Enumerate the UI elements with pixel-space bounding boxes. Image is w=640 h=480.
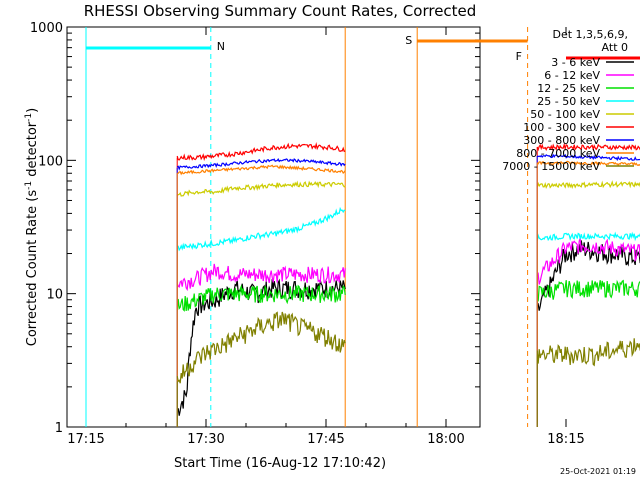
y-axis-label-sup1: -1 (24, 181, 34, 190)
series-3-segment-2 (536, 231, 640, 242)
y-axis-label-mid: detector (25, 121, 40, 181)
chart-title: RHESSI Observing Summary Count Rates, Co… (84, 2, 477, 20)
legend-label: 25 - 50 keV (537, 95, 600, 108)
series-2-segment-1 (176, 284, 346, 312)
y-axis-label-main: Corrected Count Rate (s (25, 190, 40, 347)
y-tick-label: 10 (46, 288, 63, 303)
legend-label: 300 - 800 keV (523, 134, 600, 147)
series-8-segment-1 (176, 311, 346, 384)
x-tick-label: 17:15 (67, 432, 104, 447)
x-tick-label: 18:00 (427, 432, 464, 447)
legend-label: 800 - 7000 keV (516, 147, 600, 160)
series-7-segment-1 (177, 164, 346, 176)
series-2-segment-2 (536, 279, 640, 303)
series-1-segment-1 (176, 263, 346, 292)
legend-label: 12 - 25 keV (537, 82, 600, 95)
y-tick-label: 1000 (30, 21, 63, 36)
series-5-segment-1 (176, 142, 346, 162)
series-6-segment-1 (176, 158, 346, 171)
series-5-segment-2 (536, 142, 640, 152)
flag-bars (86, 39, 640, 60)
flag-label: N (217, 40, 225, 53)
series-4-segment-2 (536, 180, 640, 189)
flag-labels: N S F (217, 34, 522, 63)
x-tick-label: 17:30 (187, 432, 224, 447)
series-7-segment-2 (536, 160, 640, 167)
series-1-segment-2 (536, 237, 640, 285)
y-axis-label: Corrected Count Rate (s-1 detector-1) (24, 108, 40, 346)
y-tick-label: 1 (55, 421, 63, 436)
series-0-segment-2 (536, 240, 640, 311)
y-axis-label-sup2: -1 (24, 113, 34, 122)
series-4-segment-1 (176, 180, 346, 197)
legend-label: 100 - 300 keV (523, 121, 600, 134)
x-tick-label: 18:15 (547, 432, 584, 447)
series-3-segment-1 (177, 206, 346, 252)
series-8-segment-2 (536, 338, 640, 367)
flag-label: F (516, 50, 522, 63)
plot-frame (66, 26, 481, 428)
legend-label: 7000 - 15000 keV (502, 160, 600, 173)
legend-label: 50 - 100 keV (530, 108, 600, 121)
y-tick-label: 100 (38, 154, 63, 169)
series-layer (176, 142, 640, 427)
flag-label: S (405, 34, 412, 47)
x-axis-label: Start Time (16-Aug-12 17:10:42) (174, 456, 386, 471)
legend-header-1: Det 1,3,5,6,9, (552, 28, 628, 41)
legend-header-2: Att 0 (602, 41, 628, 54)
y-axis-label-end: ) (25, 108, 40, 113)
timestamp: 25-Oct-2021 01:19 (560, 467, 636, 476)
legend-label: 3 - 6 keV (551, 56, 600, 69)
x-tick-label: 17:45 (307, 432, 344, 447)
series-0-segment-1 (176, 278, 346, 416)
axis-ticks: 17:1517:3017:4518:0018:1518:3018:4511010… (30, 21, 585, 447)
time-markers (85, 27, 529, 427)
legend-label: 6 - 12 keV (544, 69, 600, 82)
series-6-segment-2 (536, 153, 640, 162)
